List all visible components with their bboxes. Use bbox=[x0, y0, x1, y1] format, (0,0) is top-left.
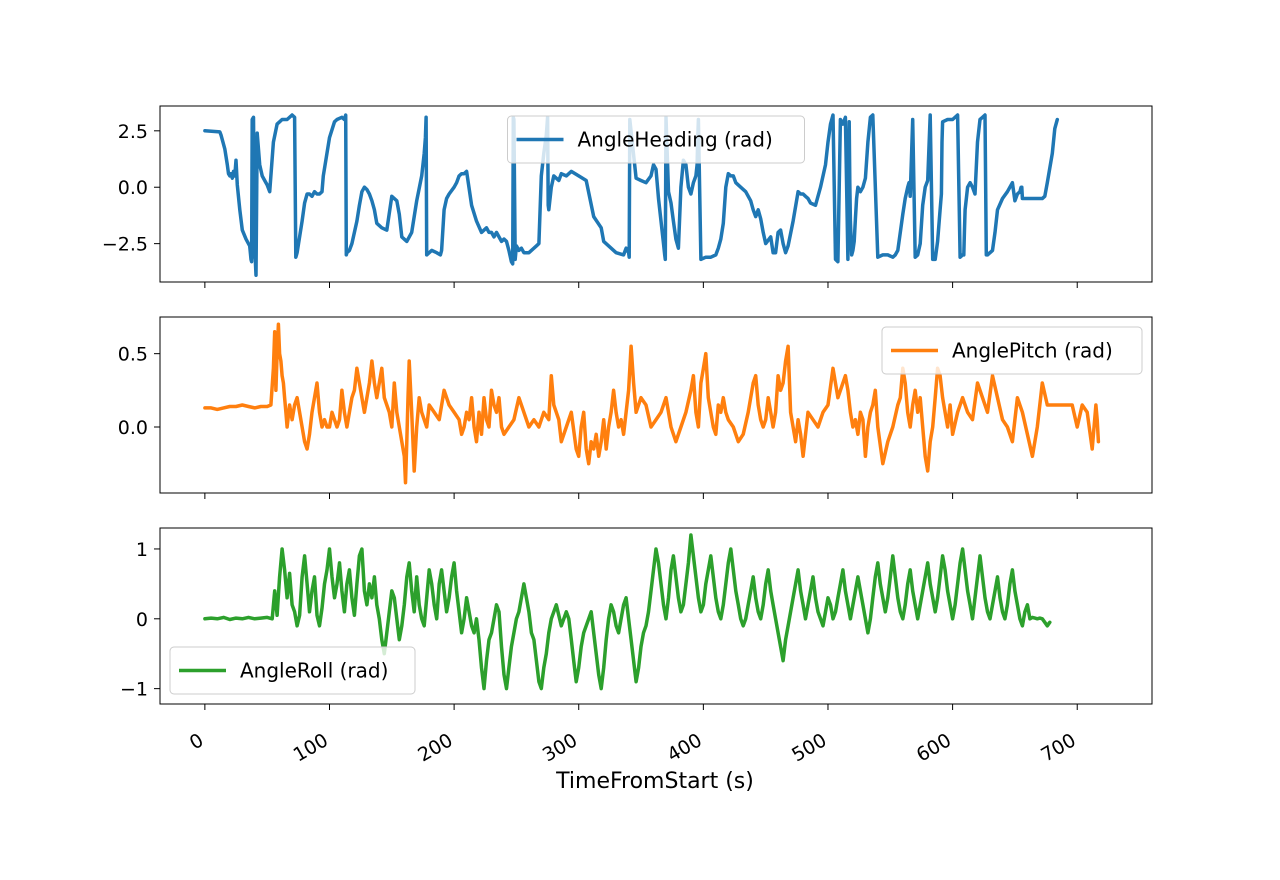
legend: AngleHeading (rad) bbox=[507, 115, 805, 164]
subplot-1: 2.5 0.0 −2.5 AngleHeading (rad) bbox=[102, 105, 1153, 288]
x-axis-label: TimeFromStart (s) bbox=[555, 769, 754, 794]
y-tick-label: 1 bbox=[136, 539, 148, 561]
series-line bbox=[203, 322, 1101, 485]
axes-frame bbox=[159, 105, 1153, 283]
subplot-3: 1 0 −1 AngleRoll (rad) bbox=[120, 527, 1153, 710]
series-line bbox=[203, 113, 1060, 277]
y-tick-label: −1 bbox=[120, 679, 148, 701]
legend-label: AnglePitch (rad) bbox=[952, 339, 1113, 363]
legend: AngleRoll (rad) bbox=[169, 646, 416, 695]
y-tick-label: 0.5 bbox=[118, 344, 148, 366]
legend: AnglePitch (rad) bbox=[881, 326, 1143, 375]
legend-box bbox=[169, 646, 416, 695]
subplots: 2.5 0.0 −2.5 AngleHeading (rad) 0.5 0.0 AngleP… bbox=[102, 105, 1153, 766]
legend-label: AngleHeading (rad) bbox=[578, 128, 773, 152]
legend-label: AngleRoll (rad) bbox=[240, 659, 388, 683]
series-line bbox=[203, 533, 1052, 691]
subplot-2: 0.5 0.0 AnglePitch (rad) bbox=[118, 316, 1153, 499]
y-tick-label: 2.5 bbox=[118, 121, 148, 143]
y-tick-label: 0 bbox=[136, 609, 148, 631]
y-tick-label: 0.0 bbox=[118, 177, 148, 199]
axes-frame bbox=[159, 527, 1153, 705]
y-tick-label: 0.0 bbox=[118, 417, 148, 439]
axes-frame bbox=[159, 316, 1153, 494]
legend-box bbox=[507, 115, 805, 164]
legend-box bbox=[881, 326, 1143, 375]
y-tick-label: −2.5 bbox=[102, 234, 148, 256]
